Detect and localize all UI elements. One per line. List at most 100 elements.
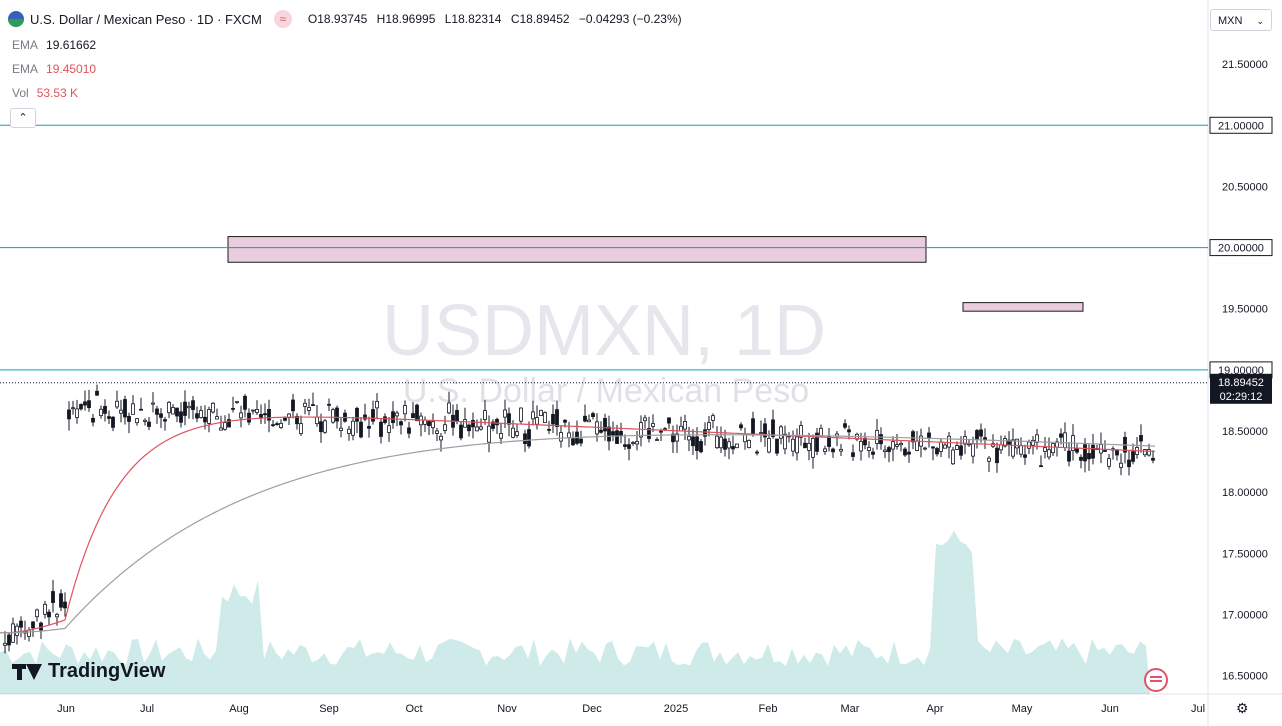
candle-body <box>887 447 891 452</box>
candle-body <box>455 410 459 422</box>
candle-body <box>143 419 147 422</box>
candle-body <box>1067 450 1071 462</box>
candle-body <box>323 420 327 433</box>
candle-body <box>963 436 967 445</box>
symbol-title[interactable]: U.S. Dollar / Mexican Peso · 1D · FXCM <box>30 11 262 27</box>
candle-body <box>251 409 255 412</box>
legend-collapse-button[interactable]: ⌃ <box>10 108 36 128</box>
candle-body <box>823 448 827 452</box>
candle-body <box>739 424 743 429</box>
support-resistance-zone <box>227 236 927 263</box>
candle-body <box>907 451 911 455</box>
candle-body <box>87 400 91 409</box>
candle-body <box>615 430 619 444</box>
candle-body <box>107 416 111 419</box>
candle-body <box>959 445 963 456</box>
candle-body <box>1047 449 1051 458</box>
candle-body <box>607 426 611 442</box>
candle-body <box>1131 451 1135 462</box>
candle-body <box>1027 441 1031 449</box>
candle-body <box>131 403 135 415</box>
candle-body <box>15 625 19 636</box>
candle-body <box>535 417 539 425</box>
candle-body <box>479 426 483 430</box>
candle-body <box>91 417 95 423</box>
legend-ema-fast[interactable]: EMA 19.61662 <box>12 38 97 52</box>
tradingview-logo-icon <box>12 662 42 682</box>
compare-wave-icon[interactable]: ≈ <box>273 10 292 28</box>
candle-body <box>731 446 735 450</box>
candle-body <box>899 443 903 446</box>
candle-body <box>443 424 447 431</box>
candle-body <box>839 448 843 452</box>
candle-body <box>527 429 531 447</box>
candle-body <box>95 390 99 396</box>
ohlc-readout: O18.93745 H18.96995 L18.82314 C18.89452 … <box>307 12 682 26</box>
candle-body <box>247 412 251 423</box>
candle-body <box>467 424 471 432</box>
candle-body <box>807 442 811 451</box>
candle-body <box>843 423 847 428</box>
candle-body <box>495 418 499 426</box>
candle-body <box>255 409 259 413</box>
x-tick-label: Feb <box>759 703 778 715</box>
candle-body <box>691 436 695 447</box>
us-flag-event-icon[interactable] <box>1144 668 1168 692</box>
candle-body <box>791 438 795 452</box>
settings-gear-icon[interactable]: ⚙ <box>1236 700 1249 716</box>
candle-body <box>199 410 203 418</box>
candle-body <box>659 430 663 433</box>
candle-body <box>499 433 503 439</box>
candle-body <box>911 431 915 443</box>
candle-body <box>951 449 955 465</box>
candle-body <box>387 425 391 433</box>
candle-body <box>427 421 431 427</box>
candle-body <box>655 439 659 441</box>
usd-mxn-flag-icon <box>8 11 24 27</box>
volume-area <box>0 530 1150 694</box>
candle-body <box>1031 439 1035 446</box>
currency-select[interactable]: MXN ⌄ <box>1210 9 1272 31</box>
candle-body <box>483 410 487 421</box>
candle-body <box>715 435 719 449</box>
candle-body <box>3 642 7 646</box>
candle-body <box>435 430 439 434</box>
candle-body <box>171 407 175 415</box>
candle-body <box>755 451 759 454</box>
candle-body <box>1151 457 1155 461</box>
candle-body <box>831 448 835 453</box>
watermark-name: U.S. Dollar / Mexican Peso <box>403 372 809 410</box>
candle-body <box>635 441 639 445</box>
candle-body <box>379 421 383 437</box>
candle-body <box>351 420 355 436</box>
candle-body <box>447 402 451 414</box>
legend-volume[interactable]: Vol 53.53 K <box>12 86 79 100</box>
candle-body <box>415 404 419 422</box>
candle-body <box>871 451 875 455</box>
candle-body <box>763 423 767 438</box>
x-tick-label: Aug <box>229 703 249 715</box>
candle-body <box>151 402 155 405</box>
candle-body <box>27 629 31 637</box>
candle-body <box>611 431 615 436</box>
candle-body <box>83 401 87 406</box>
candle-body <box>391 411 395 424</box>
candle-body <box>1083 444 1087 462</box>
candle-body <box>103 406 107 414</box>
candle-body <box>567 432 571 438</box>
x-tick-label: Jun <box>1101 703 1119 715</box>
candle-body <box>383 416 387 423</box>
candle-body <box>1139 435 1143 442</box>
legend-ema-slow[interactable]: EMA 19.45010 <box>12 62 97 76</box>
candle-body <box>439 435 443 441</box>
candle-body <box>703 429 707 437</box>
candle-body <box>327 403 331 406</box>
candle-body <box>767 438 771 453</box>
chart-header: U.S. Dollar / Mexican Peso · 1D · FXCM ≈… <box>8 10 682 28</box>
candle-body <box>243 395 247 410</box>
candle-body <box>167 401 171 414</box>
candle-body <box>43 603 47 615</box>
candle-body <box>1063 432 1067 448</box>
candle-body <box>115 400 119 408</box>
